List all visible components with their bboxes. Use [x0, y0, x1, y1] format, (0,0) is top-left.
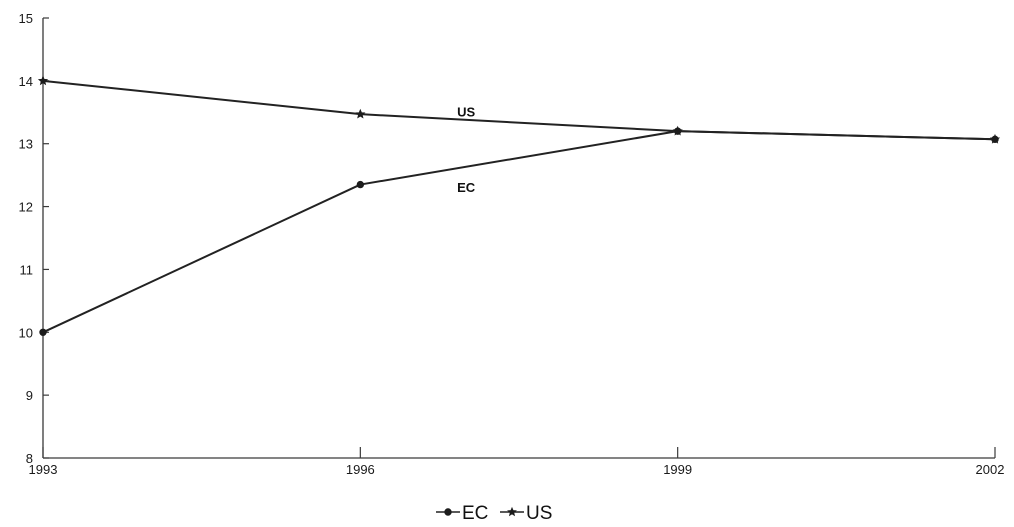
legend: EC US: [436, 503, 552, 524]
series-line-us: [42, 79, 996, 141]
x-tick-label: 1993: [29, 462, 58, 477]
y-tick-label: 13: [19, 137, 33, 152]
data-point-ec: [39, 328, 47, 336]
x-tick-label: 2002: [976, 462, 1005, 477]
legend-item-us: US: [500, 503, 552, 524]
series-annotation-us: US: [457, 105, 475, 120]
y-tick-label: 14: [19, 74, 33, 89]
data-point-us: [672, 125, 683, 136]
x-tick-label: 1996: [346, 462, 375, 477]
y-tick-label: 15: [19, 11, 33, 26]
series-annotation-ec: EC: [457, 180, 476, 195]
data-point-us: [37, 75, 49, 86]
y-tick-label: 12: [19, 200, 33, 215]
y-tick-label: 11: [20, 262, 34, 277]
series-layer: [37, 75, 1001, 336]
legend-item-ec: EC: [436, 503, 488, 524]
x-tick-label: 1999: [663, 462, 692, 477]
series-line-ec: [42, 130, 996, 334]
data-point-ec: [356, 180, 365, 189]
y-tick-label: 8: [26, 451, 33, 466]
data-point-us: [355, 108, 366, 119]
data-point-us: [989, 133, 1001, 144]
series-us: [37, 75, 1001, 144]
series-ec: [39, 127, 999, 336]
legend-marker-ec: [444, 508, 452, 516]
legend-label-ec: EC: [462, 503, 488, 524]
y-tick-label: 10: [19, 325, 33, 340]
y-tick-label: 9: [26, 388, 33, 403]
legend-marker-us: [507, 506, 517, 517]
legend-label-us: US: [526, 503, 552, 524]
annotation-layer: US EC: [457, 105, 476, 195]
axes: 8 9 10 11 12 13 14 15 1993 1996 1999 2002: [19, 11, 1005, 477]
